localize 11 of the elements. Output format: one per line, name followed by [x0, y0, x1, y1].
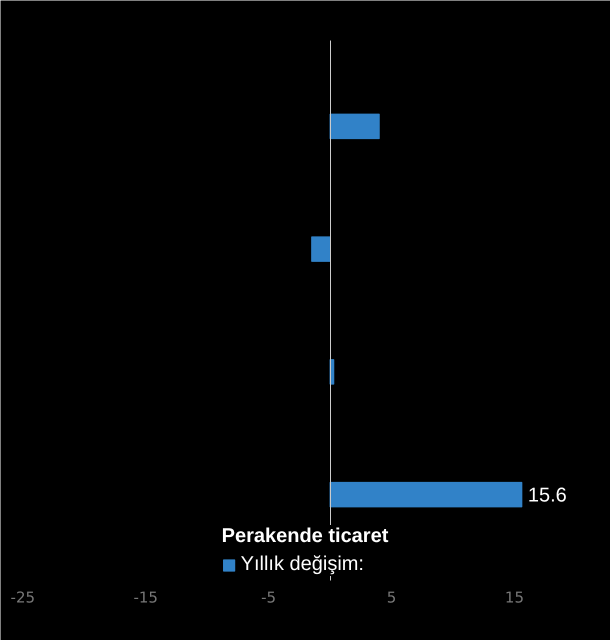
y-tick-label: Perakende ticaret [222, 525, 388, 548]
bar [311, 236, 331, 262]
bar [330, 482, 522, 508]
bar [330, 114, 380, 140]
data-label: 15.6 [528, 484, 567, 507]
x-tick-label: -15 [133, 588, 158, 606]
x-tick-label: 5 [386, 588, 396, 606]
x-tick-label: 15 [504, 588, 524, 606]
x-tick-label: -5 [261, 588, 276, 606]
legend-label: Yıllık değişim: [240, 553, 364, 576]
x-tick-label: -25 [10, 588, 36, 606]
